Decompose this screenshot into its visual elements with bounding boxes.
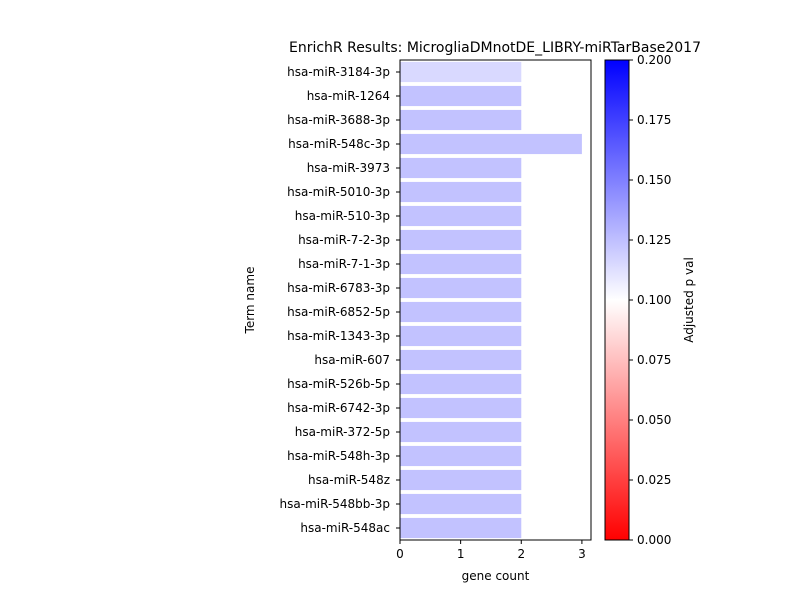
bar-hsa-miR-6783-3p — [400, 277, 522, 299]
y-tick-label: hsa-miR-1264 — [307, 89, 390, 103]
x-axis-label: gene count — [462, 569, 530, 583]
bar-hsa-miR-6852-5p — [400, 301, 522, 323]
y-tick-label: hsa-miR-6742-3p — [287, 401, 390, 415]
y-tick-label: hsa-miR-548c-3p — [288, 137, 390, 151]
colorbar-tick-label: 0.125 — [637, 233, 671, 247]
y-tick-label: hsa-miR-548ac — [300, 521, 390, 535]
bar-hsa-miR-3688-3p — [400, 109, 522, 131]
y-tick-label: hsa-miR-7-1-3p — [298, 257, 390, 271]
y-tick-label: hsa-miR-5010-3p — [287, 185, 390, 199]
x-tick-label: 1 — [457, 547, 465, 561]
bar-hsa-miR-548c-3p — [400, 133, 582, 155]
y-tick-label: hsa-miR-548bb-3p — [280, 497, 390, 511]
y-tick-label: hsa-miR-548z — [308, 473, 390, 487]
bar-hsa-miR-526b-5p — [400, 373, 522, 395]
bar-hsa-miR-548h-3p — [400, 445, 522, 467]
colorbar-tick-label: 0.000 — [637, 533, 671, 547]
colorbar-tick-label: 0.100 — [637, 293, 671, 307]
bar-hsa-miR-3184-3p — [400, 61, 522, 83]
x-axis-ticks: 0 1 2 3 — [396, 540, 586, 561]
y-axis-label: Term name — [243, 267, 257, 335]
bar-hsa-miR-548bb-3p — [400, 493, 522, 515]
bars-group — [400, 61, 582, 539]
bar-hsa-miR-3973 — [400, 157, 522, 179]
bar-hsa-miR-7-1-3p — [400, 253, 522, 275]
chart-title: EnrichR Results: MicrogliaDMnotDE_LIBRY-… — [289, 40, 701, 56]
colorbar-tick-label: 0.050 — [637, 413, 671, 427]
y-tick-label: hsa-miR-526b-5p — [287, 377, 390, 391]
y-tick-label: hsa-miR-3184-3p — [287, 65, 390, 79]
y-tick-label: hsa-miR-607 — [314, 353, 390, 367]
y-tick-label: hsa-miR-7-2-3p — [298, 233, 390, 247]
plot-frame — [399, 59, 592, 541]
colorbar-tick-label: 0.025 — [637, 473, 671, 487]
y-axis-ticks: hsa-miR-3184-3p hsa-miR-1264 hsa-miR-3688-… — [280, 65, 400, 535]
bar-hsa-miR-607 — [400, 349, 522, 371]
x-tick-label: 3 — [578, 547, 586, 561]
bar-hsa-miR-1343-3p — [400, 325, 522, 347]
bar-hsa-miR-548z — [400, 469, 522, 491]
x-tick-label: 2 — [517, 547, 525, 561]
colorbar — [604, 59, 630, 541]
bar-hsa-miR-7-2-3p — [400, 229, 522, 251]
y-tick-label: hsa-miR-1343-3p — [287, 329, 390, 343]
colorbar-tick-label: 0.150 — [637, 173, 671, 187]
colorbar-tick-label: 0.175 — [637, 113, 671, 127]
colorbar-tick-label: 0.075 — [637, 353, 671, 367]
y-tick-label: hsa-miR-3973 — [307, 161, 390, 175]
bar-hsa-miR-548ac — [400, 517, 522, 539]
y-tick-label: hsa-miR-6852-5p — [287, 305, 390, 319]
y-tick-label: hsa-miR-3688-3p — [287, 113, 390, 127]
bar-hsa-miR-372-5p — [400, 421, 522, 443]
bar-hsa-miR-510-3p — [400, 205, 522, 227]
y-tick-label: hsa-miR-548h-3p — [287, 449, 390, 463]
y-tick-label: hsa-miR-372-5p — [295, 425, 390, 439]
y-tick-label: hsa-miR-6783-3p — [287, 281, 390, 295]
colorbar-ticks: 0.000 0.025 0.050 0.075 0.100 0.125 0.150 0.175… — [629, 53, 671, 547]
y-tick-label: hsa-miR-510-3p — [295, 209, 390, 223]
colorbar-label: Adjusted p val — [682, 257, 696, 343]
colorbar-tick-label: 0.200 — [637, 53, 671, 67]
x-tick-label: 0 — [396, 547, 404, 561]
bar-hsa-miR-5010-3p — [400, 181, 522, 203]
bar-hsa-miR-1264 — [400, 85, 522, 107]
bar-hsa-miR-6742-3p — [400, 397, 522, 419]
